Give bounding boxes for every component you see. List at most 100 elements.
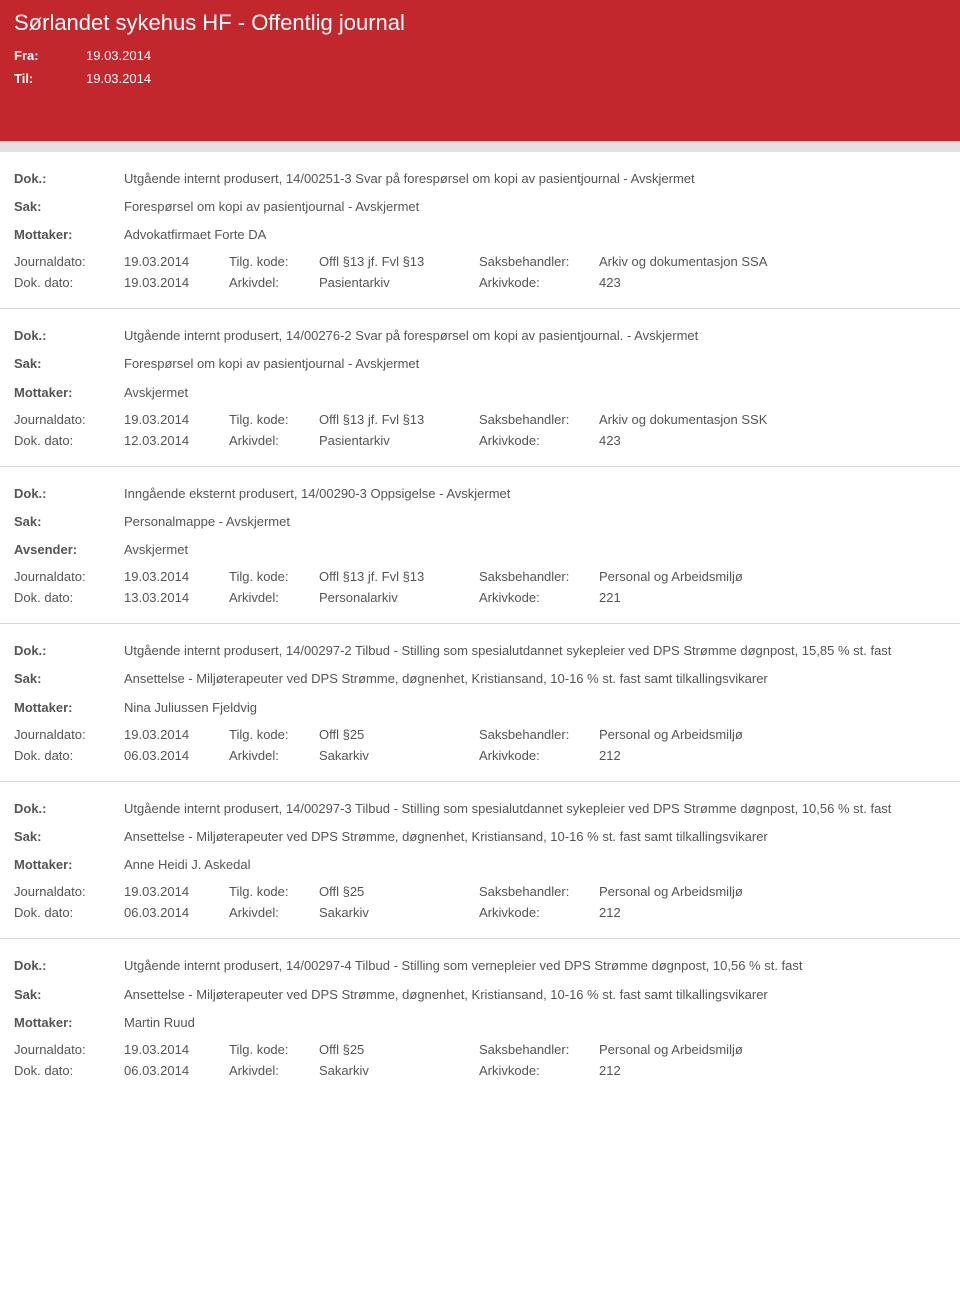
saksbehandler-label: Saksbehandler: (479, 569, 599, 584)
dokdato-value: 06.03.2014 (124, 905, 229, 920)
entry-meta-row-2: Dok. dato: 13.03.2014 Arkivdel: Personal… (14, 590, 946, 605)
arkivdel-label: Arkivdel: (229, 433, 319, 448)
fra-label: Fra: (14, 44, 86, 67)
journaldato-value: 19.03.2014 (124, 254, 229, 269)
dokdato-label: Dok. dato: (14, 275, 124, 290)
party-label: Mottaker: (14, 385, 124, 400)
sak-value: Ansettelse - Miljøterapeuter ved DPS Str… (124, 670, 768, 688)
party-value: Avskjermet (124, 384, 188, 402)
arkivkode-value: 423 (599, 433, 946, 448)
journal-entry: Dok.: Inngående eksternt produsert, 14/0… (0, 467, 960, 625)
entries-list: Dok.: Utgående internt produsert, 14/002… (0, 152, 960, 1096)
tilgkode-value: Offl §13 jf. Fvl §13 (319, 254, 479, 269)
entry-meta-row-1: Journaldato: 19.03.2014 Tilg. kode: Offl… (14, 1042, 946, 1057)
arkivkode-value: 423 (599, 275, 946, 290)
party-value: Martin Ruud (124, 1014, 195, 1032)
tilgkode-value: Offl §25 (319, 727, 479, 742)
arkivkode-label: Arkivkode: (479, 590, 599, 605)
sak-label: Sak: (14, 987, 124, 1002)
party-label: Mottaker: (14, 857, 124, 872)
sak-label: Sak: (14, 671, 124, 686)
dokdato-value: 06.03.2014 (124, 748, 229, 763)
saksbehandler-value: Personal og Arbeidsmiljø (599, 884, 946, 899)
entry-meta-row-2: Dok. dato: 19.03.2014 Arkivdel: Pasienta… (14, 275, 946, 290)
dokdato-value: 06.03.2014 (124, 1063, 229, 1078)
arkivdel-label: Arkivdel: (229, 590, 319, 605)
arkivdel-label: Arkivdel: (229, 905, 319, 920)
arkivdel-value: Sakarkiv (319, 905, 479, 920)
fra-value: 19.03.2014 (86, 44, 196, 67)
party-value: Advokatfirmaet Forte DA (124, 226, 266, 244)
tilgkode-label: Tilg. kode: (229, 254, 319, 269)
saksbehandler-value: Arkiv og dokumentasjon SSK (599, 412, 946, 427)
header-row-fra: Fra: 19.03.2014 (14, 44, 946, 67)
entry-party-row: Mottaker: Martin Ruud (14, 1014, 946, 1032)
saksbehandler-label: Saksbehandler: (479, 884, 599, 899)
journaldato-value: 19.03.2014 (124, 1042, 229, 1057)
arkivdel-label: Arkivdel: (229, 1063, 319, 1078)
saksbehandler-label: Saksbehandler: (479, 727, 599, 742)
arkivdel-value: Personalarkiv (319, 590, 479, 605)
sak-label: Sak: (14, 514, 124, 529)
header-row-til: Til: 19.03.2014 (14, 67, 946, 90)
entry-meta-row-1: Journaldato: 19.03.2014 Tilg. kode: Offl… (14, 884, 946, 899)
dok-value: Utgående internt produsert, 14/00251-3 S… (124, 170, 695, 188)
sak-label: Sak: (14, 829, 124, 844)
dok-value: Utgående internt produsert, 14/00297-4 T… (124, 957, 803, 975)
arkivkode-value: 212 (599, 1063, 946, 1078)
dok-label: Dok.: (14, 486, 124, 501)
tilgkode-label: Tilg. kode: (229, 1042, 319, 1057)
header-banner: Sørlandet sykehus HF - Offentlig journal… (0, 0, 960, 141)
arkivdel-value: Sakarkiv (319, 748, 479, 763)
sak-value: Ansettelse - Miljøterapeuter ved DPS Str… (124, 828, 768, 846)
entry-sak-row: Sak: Personalmappe - Avskjermet (14, 513, 946, 531)
entry-sak-row: Sak: Ansettelse - Miljøterapeuter ved DP… (14, 986, 946, 1004)
dok-label: Dok.: (14, 328, 124, 343)
entry-dok-row: Dok.: Utgående internt produsert, 14/002… (14, 800, 946, 818)
entry-sak-row: Sak: Ansettelse - Miljøterapeuter ved DP… (14, 670, 946, 688)
sak-value: Forespørsel om kopi av pasientjournal - … (124, 355, 419, 373)
sak-value: Forespørsel om kopi av pasientjournal - … (124, 198, 419, 216)
arkivkode-label: Arkivkode: (479, 748, 599, 763)
entry-meta-row-2: Dok. dato: 06.03.2014 Arkivdel: Sakarkiv… (14, 748, 946, 763)
entry-sak-row: Sak: Forespørsel om kopi av pasientjourn… (14, 198, 946, 216)
dokdato-label: Dok. dato: (14, 1063, 124, 1078)
dokdato-label: Dok. dato: (14, 748, 124, 763)
tilgkode-label: Tilg. kode: (229, 884, 319, 899)
journaldato-value: 19.03.2014 (124, 727, 229, 742)
entry-meta-row-2: Dok. dato: 06.03.2014 Arkivdel: Sakarkiv… (14, 1063, 946, 1078)
saksbehandler-value: Personal og Arbeidsmiljø (599, 727, 946, 742)
journal-entry: Dok.: Utgående internt produsert, 14/002… (0, 782, 960, 940)
sak-value: Personalmappe - Avskjermet (124, 513, 290, 531)
sak-label: Sak: (14, 356, 124, 371)
arkivdel-label: Arkivdel: (229, 275, 319, 290)
dokdato-value: 13.03.2014 (124, 590, 229, 605)
arkivkode-value: 212 (599, 748, 946, 763)
entry-meta-row-1: Journaldato: 19.03.2014 Tilg. kode: Offl… (14, 412, 946, 427)
dok-label: Dok.: (14, 171, 124, 186)
tilgkode-value: Offl §13 jf. Fvl §13 (319, 569, 479, 584)
dok-value: Inngående eksternt produsert, 14/00290-3… (124, 485, 510, 503)
entry-dok-row: Dok.: Utgående internt produsert, 14/002… (14, 327, 946, 345)
party-value: Avskjermet (124, 541, 188, 559)
party-label: Mottaker: (14, 227, 124, 242)
arkivdel-value: Pasientarkiv (319, 275, 479, 290)
journaldato-label: Journaldato: (14, 727, 124, 742)
entry-party-row: Mottaker: Nina Juliussen Fjeldvig (14, 699, 946, 717)
journaldato-value: 19.03.2014 (124, 884, 229, 899)
saksbehandler-label: Saksbehandler: (479, 412, 599, 427)
journal-entry: Dok.: Utgående internt produsert, 14/002… (0, 152, 960, 310)
entry-sak-row: Sak: Forespørsel om kopi av pasientjourn… (14, 355, 946, 373)
entry-meta-row-2: Dok. dato: 12.03.2014 Arkivdel: Pasienta… (14, 433, 946, 448)
dokdato-label: Dok. dato: (14, 905, 124, 920)
party-value: Anne Heidi J. Askedal (124, 856, 250, 874)
entry-party-row: Mottaker: Anne Heidi J. Askedal (14, 856, 946, 874)
til-label: Til: (14, 67, 86, 90)
dok-value: Utgående internt produsert, 14/00276-2 S… (124, 327, 698, 345)
entry-meta-row-1: Journaldato: 19.03.2014 Tilg. kode: Offl… (14, 569, 946, 584)
arkivkode-label: Arkivkode: (479, 905, 599, 920)
party-label: Avsender: (14, 542, 124, 557)
saksbehandler-label: Saksbehandler: (479, 254, 599, 269)
dokdato-label: Dok. dato: (14, 433, 124, 448)
arkivkode-value: 221 (599, 590, 946, 605)
